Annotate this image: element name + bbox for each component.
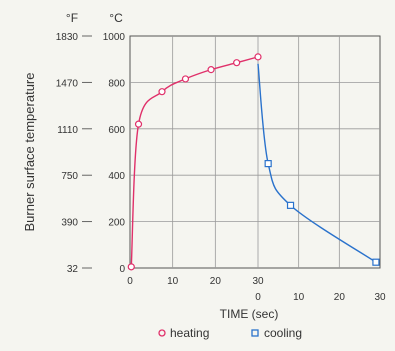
y-tick-label-celsius: 400	[108, 171, 125, 182]
plot-area	[129, 35, 381, 269]
x-tick-label-cooling: 20	[334, 292, 346, 303]
cooling-point	[264, 160, 272, 168]
heating-point	[181, 75, 190, 83]
series-cooling-line	[257, 63, 377, 263]
x-tick-label-heating: 10	[167, 276, 179, 287]
legend-heating-label: heating	[170, 326, 209, 340]
grid-lines	[130, 36, 380, 268]
heating-point	[127, 263, 135, 271]
celsius-unit-label: °C	[109, 11, 123, 25]
y-tick-label-fahrenheit: 750	[61, 171, 78, 182]
y-tick-label-fahrenheit: 32	[67, 264, 79, 275]
x-tick-label-cooling: 10	[293, 292, 305, 303]
x-axis-label: TIME (sec)	[220, 307, 279, 321]
y-tick-label-fahrenheit: 390	[61, 218, 78, 229]
y-axis-label: Burner surface temperature	[22, 73, 37, 232]
x-tick-label-cooling: 0	[255, 292, 261, 303]
y-tick-label-fahrenheit: 1830	[56, 32, 79, 43]
legend: heating cooling	[158, 326, 302, 340]
heating-point	[158, 88, 166, 96]
y-tick-label-celsius: 800	[108, 78, 125, 89]
cooling-point	[372, 258, 380, 266]
y-tick-label-fahrenheit: 1110	[57, 125, 78, 136]
y-tick-label-celsius: 200	[108, 218, 125, 229]
y-tick-label-celsius: 0	[119, 264, 125, 275]
heating-point	[207, 66, 215, 74]
heating-point	[134, 120, 143, 128]
series-layer	[127, 53, 380, 271]
y-tick-label-celsius: 1000	[103, 32, 126, 43]
x-tick-label-heating: 20	[210, 276, 222, 287]
legend-cooling-label: cooling	[264, 326, 302, 340]
y-tick-label-celsius: 600	[108, 125, 125, 136]
x-tick-label-cooling: 30	[374, 292, 386, 303]
legend-cooling-marker	[251, 329, 259, 337]
heating-point	[254, 53, 262, 61]
cooling-point	[286, 201, 295, 209]
fahrenheit-unit-label: °F	[66, 11, 78, 25]
heating-point	[233, 59, 241, 67]
x-tick-label-heating: 30	[252, 276, 264, 287]
y-tick-label-fahrenheit: 1470	[56, 78, 79, 89]
x-tick-label-heating: 0	[127, 276, 133, 287]
legend-heating-marker	[158, 329, 166, 337]
